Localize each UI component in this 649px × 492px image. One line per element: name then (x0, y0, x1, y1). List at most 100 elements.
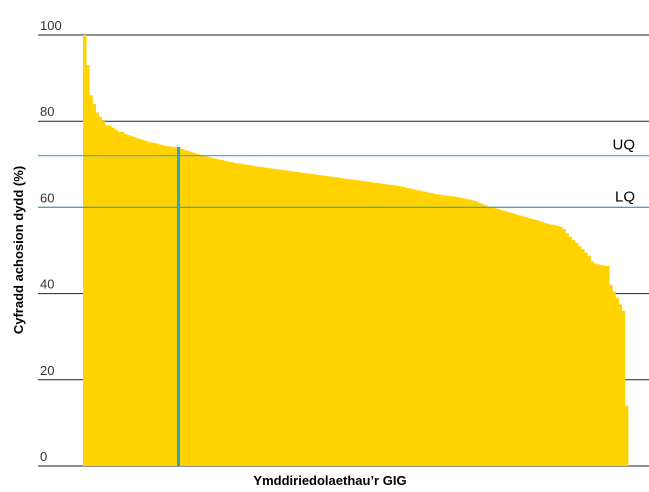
bar (249, 165, 253, 467)
bar (148, 142, 153, 466)
bar (321, 175, 325, 467)
bar (468, 199, 472, 466)
bar (490, 207, 494, 466)
bar (499, 209, 504, 466)
bar (552, 225, 557, 466)
bar (311, 174, 316, 466)
bar (205, 156, 209, 467)
bar (461, 198, 466, 466)
bar (355, 180, 360, 466)
bar (223, 160, 228, 467)
bar (261, 167, 266, 466)
bar (83, 35, 87, 466)
bar (220, 159, 225, 467)
bar (421, 191, 425, 466)
bar (189, 151, 194, 466)
y-tick-label: 60 (40, 190, 54, 205)
bar (374, 182, 378, 466)
bar (173, 147, 178, 466)
bar (292, 171, 297, 466)
bar (202, 155, 206, 466)
bar (92, 103, 96, 467)
bar (214, 158, 219, 466)
bar (352, 179, 356, 467)
bar (158, 144, 162, 466)
bar (440, 194, 444, 466)
bar (555, 225, 560, 466)
bar (133, 137, 137, 466)
bar (590, 261, 594, 466)
bar (336, 177, 341, 466)
bar (446, 195, 450, 466)
bar (142, 140, 147, 466)
bar (574, 242, 579, 466)
bar (295, 172, 300, 467)
bar (349, 179, 353, 466)
bar (361, 181, 366, 466)
bar (180, 148, 184, 466)
bar (587, 255, 591, 466)
bar (415, 190, 419, 466)
bar (167, 146, 172, 466)
bar (393, 185, 397, 466)
bar (571, 239, 576, 466)
y-tick-labels: 0 20 40 60 80 100 (40, 18, 62, 464)
bar (283, 170, 287, 467)
bar (211, 158, 215, 467)
bar (559, 226, 563, 466)
bar (95, 112, 100, 466)
y-tick-label: 20 (40, 363, 54, 378)
bar (436, 194, 441, 466)
bar (123, 134, 128, 466)
bar (606, 266, 610, 466)
bar (252, 166, 256, 467)
bars (83, 35, 629, 467)
bar (324, 175, 328, 466)
bar (258, 166, 262, 467)
y-tick-label: 40 (40, 277, 54, 292)
bar (455, 197, 460, 466)
y-tick-label: 0 (40, 449, 47, 464)
bar (101, 121, 106, 466)
bar (433, 194, 438, 466)
bar (198, 154, 203, 466)
reference-line-label: UQ (613, 137, 636, 154)
bar (333, 177, 338, 467)
bar (493, 208, 497, 466)
bar (164, 146, 168, 466)
bar (399, 186, 403, 466)
bar (593, 263, 598, 466)
bar (139, 139, 143, 466)
bar (289, 171, 294, 467)
bar (402, 187, 407, 466)
bar (342, 178, 347, 466)
bar (255, 166, 259, 466)
bar (496, 209, 500, 466)
bar (242, 164, 247, 467)
bar (377, 183, 381, 466)
bar (408, 188, 413, 466)
bar (584, 252, 588, 466)
bar (487, 206, 491, 466)
bar (383, 184, 388, 466)
bar (540, 222, 544, 466)
bar (114, 129, 118, 466)
bar (624, 405, 629, 466)
bar (512, 213, 516, 466)
bar (86, 65, 90, 467)
bar (483, 205, 488, 466)
bar (530, 219, 535, 466)
bar (449, 196, 453, 466)
bar (443, 195, 447, 466)
bar (195, 153, 200, 466)
bar (621, 310, 626, 466)
bar (120, 131, 125, 466)
bar (411, 189, 416, 466)
bar (364, 181, 369, 467)
bar (596, 264, 601, 466)
bar (534, 219, 538, 466)
y-axis-title: Cyfradd achosion dydd (%) (11, 166, 26, 334)
bar (427, 192, 432, 466)
